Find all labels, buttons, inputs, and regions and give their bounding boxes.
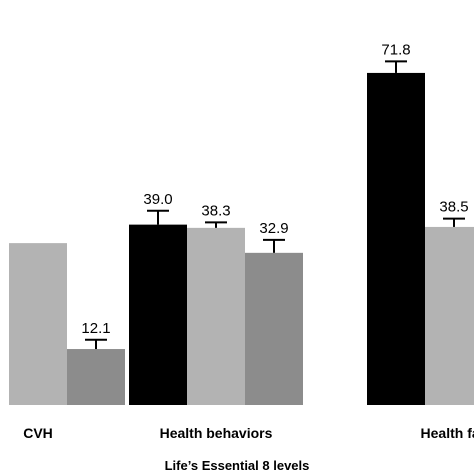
bar — [367, 72, 425, 406]
error-bar — [385, 60, 407, 73]
bar — [129, 224, 187, 405]
bar — [425, 226, 474, 405]
error-bar — [263, 238, 285, 253]
bar — [187, 227, 245, 405]
value-label: 39.0 — [143, 191, 172, 208]
category-label: Health fac — [421, 425, 474, 441]
bars-layer — [9, 72, 474, 406]
category-label: Health behaviors — [160, 425, 273, 441]
x-axis-title: Life’s Essential 8 levels — [165, 458, 310, 473]
bar — [245, 252, 303, 405]
value-label: 38.3 — [201, 202, 230, 219]
category-labels-layer: CVH Health behaviors Health fac — [23, 425, 474, 441]
bar — [9, 243, 67, 405]
error-bar — [443, 217, 465, 227]
value-label: 38.5 — [439, 199, 468, 216]
error-bar — [205, 221, 227, 228]
value-label: 32.9 — [259, 220, 288, 237]
bar — [67, 349, 125, 405]
error-bars-layer — [85, 60, 465, 350]
error-bar — [85, 338, 107, 350]
value-labels-layer: 12.1 39.0 38.3 32.9 71.8 38.5 — [81, 41, 468, 336]
value-label: 12.1 — [81, 320, 110, 337]
category-label: CVH — [23, 425, 53, 441]
value-label: 71.8 — [381, 41, 410, 58]
error-bar — [147, 209, 169, 225]
